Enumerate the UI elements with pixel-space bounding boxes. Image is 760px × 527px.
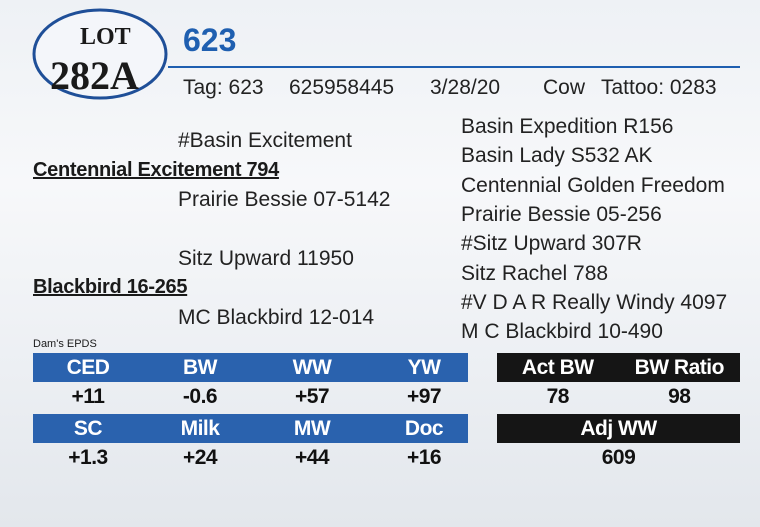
- great-grandparent: Centennial Golden Freedom: [461, 173, 725, 197]
- sire: Centennial Excitement 794: [33, 159, 279, 181]
- epd-label: CED: [66, 356, 110, 379]
- epd-label: Doc: [404, 417, 444, 440]
- tag: Tag: 623: [183, 76, 264, 99]
- epd-value: +97: [406, 385, 442, 408]
- epd-value: +24: [182, 446, 218, 469]
- perf-value: 98: [668, 385, 691, 408]
- registration: 625958445: [289, 76, 395, 99]
- great-grandparent: M C Blackbird 10-490: [461, 320, 663, 344]
- perf-label: Act BW: [521, 356, 594, 379]
- epd-label: YW: [407, 356, 441, 379]
- birth-date: 3/28/20: [430, 76, 501, 99]
- epd-header-bar: [33, 353, 468, 382]
- epd-label: MW: [293, 417, 331, 440]
- epd-label: SC: [73, 417, 103, 440]
- perf-header-bar: [497, 353, 740, 382]
- epd-value: +11: [71, 385, 105, 408]
- animal-name: 623: [183, 22, 237, 58]
- great-grandparent: #V D A R Really Windy 4097: [461, 290, 728, 314]
- lot-badge: [32, 8, 168, 100]
- epd-value: +1.3: [68, 446, 108, 469]
- header-rule: [168, 66, 740, 68]
- perf-header-bar: [497, 414, 740, 443]
- epd-value: +16: [406, 446, 442, 469]
- epd-label: Milk: [180, 417, 220, 440]
- tattoo: Tattoo: 0283: [601, 76, 717, 99]
- epd-value: -0.6: [182, 385, 218, 408]
- lot-label: LOT: [80, 24, 131, 50]
- epd-label: WW: [292, 356, 332, 379]
- epd-title: Dam's EPDS: [33, 338, 97, 350]
- dam-dam: MC Blackbird 12-014: [178, 306, 375, 329]
- great-grandparent: Basin Expedition R156: [461, 115, 674, 138]
- great-grandparent: Sitz Rachel 788: [461, 261, 609, 285]
- sex: Cow: [543, 76, 586, 99]
- perf-label: Adj WW: [580, 417, 657, 440]
- perf-label: BW Ratio: [634, 356, 725, 379]
- great-grandparent: Prairie Bessie 05-256: [461, 202, 662, 226]
- great-grandparent: #Sitz Upward 307R: [461, 232, 642, 256]
- dam-sire: Sitz Upward 11950: [178, 247, 354, 270]
- great-grandparent: Basin Lady S532 AK: [461, 144, 653, 168]
- epd-header-bar: [33, 414, 468, 443]
- perf-value: 78: [546, 385, 570, 408]
- perf-value: 609: [601, 446, 636, 469]
- epd-value: +44: [294, 446, 330, 469]
- sire-dam: Prairie Bessie 07-5142: [178, 188, 391, 211]
- lot-number: 282A: [50, 53, 139, 98]
- epd-label: BW: [183, 356, 218, 379]
- epd-value: +57: [294, 385, 330, 408]
- sire-sire: #Basin Excitement: [178, 129, 352, 152]
- dam: Blackbird 16-265: [33, 276, 188, 298]
